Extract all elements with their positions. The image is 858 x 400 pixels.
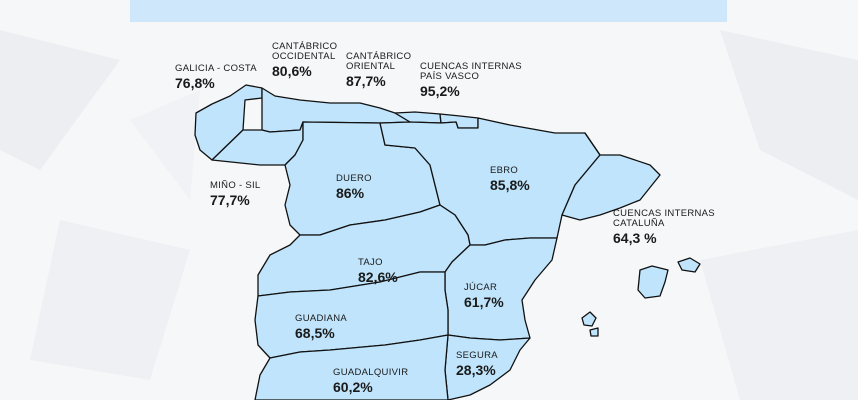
basin-name: GUADIANA: [295, 313, 348, 324]
basin-region-guadalquivir[interactable]: [254, 334, 449, 400]
basin-percentage: 95,2%: [420, 83, 460, 99]
basin-label-guadalquivir: GUADALQUIVIR 60,2%: [333, 367, 409, 395]
basin-label-mino-sil: MIÑO - SIL 77,7%: [210, 180, 261, 208]
basin-percentage: 60,2%: [333, 379, 373, 395]
basin-name: CANTÁBRICO ORIENTAL: [346, 51, 412, 72]
basin-name: CANTÁBRICO OCCIDENTAL: [272, 41, 338, 62]
basin-percentage: 86%: [336, 185, 365, 201]
island-menorca: [677, 257, 701, 273]
basin-percentage: 77,7%: [210, 192, 250, 208]
basin-name: TAJO: [358, 257, 383, 268]
basin-label-galicia-costa: GALICIA - COSTA 76,8%: [175, 63, 257, 91]
basin-percentage: 80,6%: [272, 63, 312, 79]
basin-label-guadiana: GUADIANA 68,5%: [295, 313, 348, 341]
basin-name: GUADALQUIVIR: [333, 367, 409, 378]
basin-name: DUERO: [336, 173, 372, 184]
basin-name: MIÑO - SIL: [210, 180, 261, 191]
basin-name: CUENCAS INTERNAS PAÍS VASCO: [420, 61, 522, 82]
basin-percentage: 76,8%: [175, 75, 215, 91]
island-formentera: [589, 327, 599, 337]
basin-percentage: 64,3 %: [613, 230, 657, 246]
island-mallorca: [637, 265, 669, 299]
basin-label-ebro: EBRO 85,8%: [490, 165, 530, 193]
basin-percentage: 68,5%: [295, 325, 335, 341]
basin-percentage: 87,7%: [346, 73, 386, 89]
basin-name: EBRO: [490, 165, 519, 176]
basin-label-segura: SEGURA 28,3%: [456, 350, 498, 378]
basin-name: JÚCAR: [464, 282, 498, 293]
basin-label-duero: DUERO 86%: [336, 173, 372, 201]
basin-label-cantabrico-oriental: CANTÁBRICO ORIENTAL 87,7%: [346, 51, 412, 89]
basin-label-cuencas-pais-vasco: CUENCAS INTERNAS PAÍS VASCO 95,2%: [420, 61, 522, 99]
header-banner: [130, 0, 727, 22]
basin-name: GALICIA - COSTA: [175, 63, 257, 74]
basin-percentage: 61,7%: [464, 294, 504, 310]
basin-region-galicia-costa[interactable]: [194, 84, 263, 161]
basin-label-cuencas-cataluna: CUENCAS INTERNAS CATALUÑA 64,3 %: [613, 208, 715, 246]
basin-label-cantabrico-occidental: CANTÁBRICO OCCIDENTAL 80,6%: [272, 41, 338, 79]
basin-percentage: 28,3%: [456, 362, 496, 378]
basin-percentage: 82,6%: [358, 269, 398, 285]
basin-name: SEGURA: [456, 350, 498, 361]
basin-name: CUENCAS INTERNAS CATALUÑA: [613, 208, 715, 229]
basin-label-jucar: JÚCAR 61,7%: [464, 282, 504, 310]
basin-label-tajo: TAJO 82,6%: [358, 257, 398, 285]
basin-percentage: 85,8%: [490, 177, 530, 193]
island-ibiza: [581, 311, 597, 327]
basin-region-cuencas-cataluna[interactable]: [561, 132, 661, 221]
